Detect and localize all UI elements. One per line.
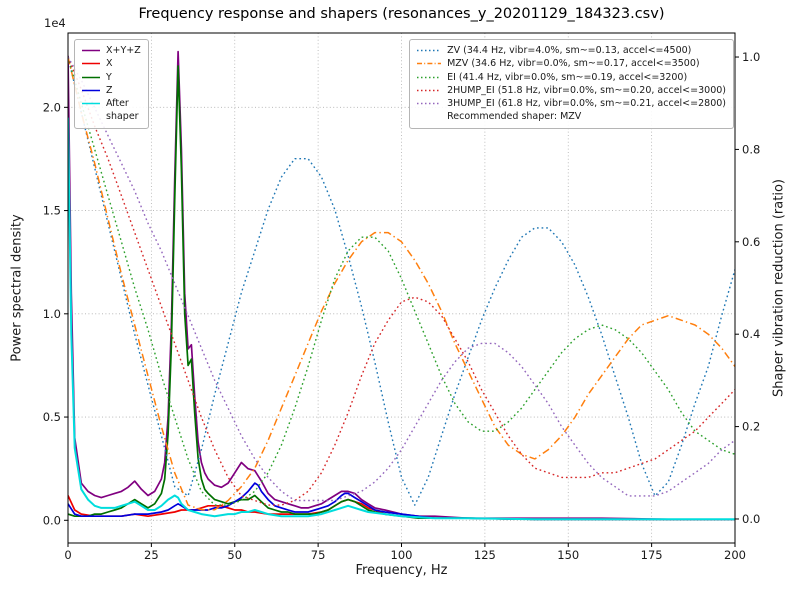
legend-entry-2hump-ei: 2HUMP_EI (51.8 Hz, vibr=0.0%, sm~=0.20, … [416,84,726,97]
legend-entry-label: MZV (34.6 Hz, vibr=0.0%, sm~=0.17, accel… [447,58,700,70]
recommended-shaper-note: Recommended shaper: MZV [447,111,582,123]
x-tick-label: 0 [64,548,71,562]
series-line-z [68,482,735,521]
x-tick-label: 200 [724,548,746,562]
x-tick-label: 125 [474,548,496,562]
legend-entry-label: X [106,58,113,70]
legend-psd: X+Y+Z X Y Z After shaper [74,39,149,129]
x-tick-label: 175 [641,548,663,562]
legend-entry-label: ZV (34.4 Hz, vibr=4.0%, sm~=0.13, accel<… [447,45,692,56]
legend-entry-label: Y [106,71,112,83]
legend-entry-label: X+Y+Z [106,45,141,56]
series-line-2hump-ei [68,56,735,506]
legend-entry-label: 3HUMP_EI (61.8 Hz, vibr=0.0%, sm~=0.21, … [447,98,726,110]
x-tick-label: 50 [227,548,242,562]
chart-title: Frequency response and shapers (resonanc… [138,6,665,22]
x-tick-label: 150 [557,548,579,562]
legend-entry-after-shaper: After shaper [81,97,141,124]
legend-entry-label: Z [106,84,113,96]
legend-line-swatch [417,76,442,78]
legend-entry-y: Y [81,71,141,84]
legend-entry-x: X [81,57,141,70]
legend-line-swatch [417,62,442,65]
legend-entry-label: 2HUMP_EI (51.8 Hz, vibr=0.0%, sm~=0.20, … [447,84,726,96]
legend-entry-label: EI (41.4 Hz, vibr=0.0%, sm~=0.19, accel<… [447,71,688,83]
legend-entry-label: After shaper [106,98,139,123]
legend-line-swatch [417,102,442,105]
series-line-mzv [68,56,735,511]
legend-line-swatch [417,49,442,52]
legend-entry-zv: ZV (34.4 Hz, vibr=4.0%, sm~=0.13, accel<… [416,44,726,57]
legend-line-swatch [417,89,442,92]
y-left-tick-label: 1.0 [43,307,61,321]
legend-line-swatch [82,62,100,65]
legend-entry-x-y-z: X+Y+Z [81,44,141,57]
y-right-tick-label: 0.6 [742,235,760,249]
y-left-tick-label: 2.0 [43,100,61,114]
legend-entry-z: Z [81,84,141,97]
y-left-tick-label: 0.5 [43,410,61,424]
series-line-x-y-z [68,50,735,521]
legend-line-swatch [82,89,100,92]
legend-line-swatch [82,76,100,78]
legend-entry-mzv: MZV (34.6 Hz, vibr=0.0%, sm~=0.17, accel… [416,57,726,70]
y-axis-label-right: Shaper vibration reduction (ratio) [771,179,787,397]
x-tick-label: 100 [391,548,413,562]
tick-labels: 0 25 50 75 100 125 150 175 200 0.0 0.5 1.0 1.5 2.0 0.0… [43,50,761,562]
legend-shapers: ZV (34.4 Hz, vibr=4.0%, sm~=0.13, accel<… [409,39,734,129]
x-tick-label: 25 [144,548,159,562]
y-left-tick-label: 0.0 [43,513,61,527]
y-right-tick-label: 0.2 [742,420,760,434]
legend-entry-ei: EI (41.4 Hz, vibr=0.0%, sm~=0.19, accel<… [416,71,726,84]
legend-line-swatch [82,102,100,105]
y-right-tick-label: 0.0 [742,512,760,526]
x-axis-label: Frequency, Hz [355,563,448,578]
series-line-after-shaper [68,117,735,521]
y-right-tick-label: 0.4 [742,327,760,341]
y-axis-offset-label: 1e4 [44,16,66,30]
series-line-y [68,65,735,521]
y-right-tick-label: 0.8 [742,142,760,156]
legend-entry-3hump-ei: 3HUMP_EI (61.8 Hz, vibr=0.0%, sm~=0.21, … [416,97,726,110]
y-left-tick-label: 1.5 [43,204,61,218]
x-tick-label: 75 [311,548,326,562]
legend-line-swatch [82,49,100,52]
y-right-tick-label: 1.0 [742,50,760,64]
y-axis-label-left: Power spectral density [9,214,25,362]
